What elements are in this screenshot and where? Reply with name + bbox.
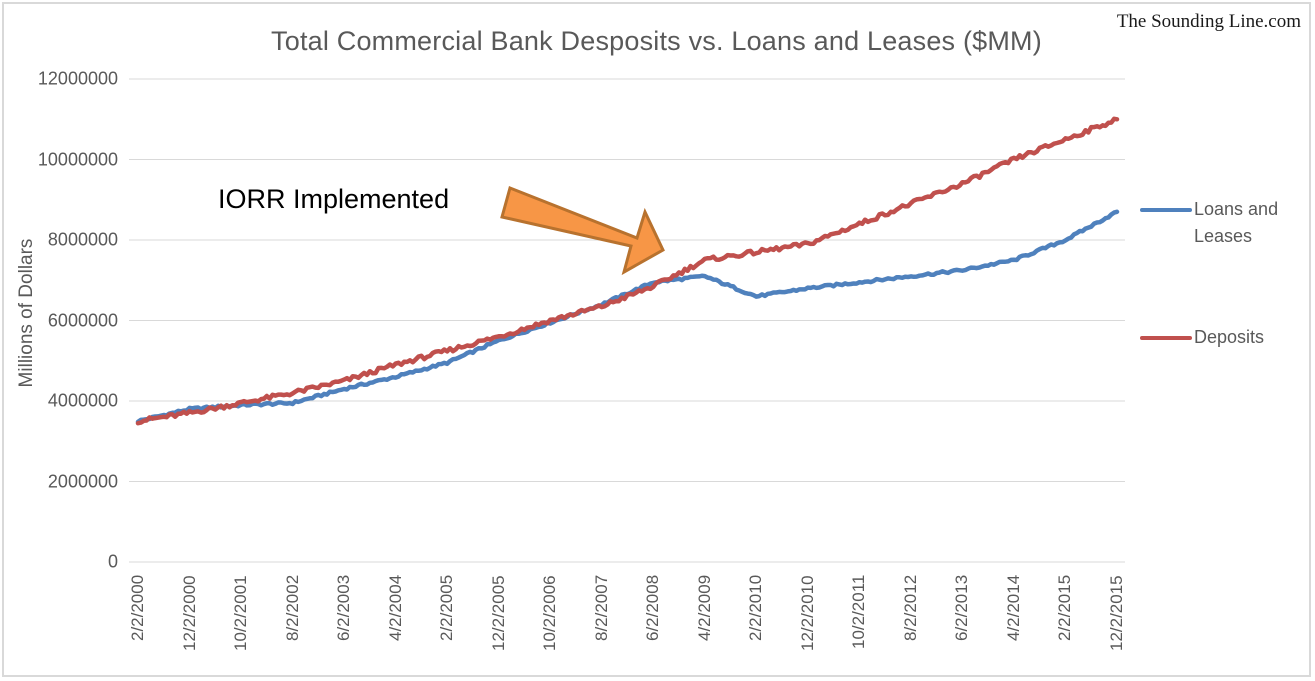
y-tick-label: 0 [107, 551, 118, 572]
y-tick-label: 10000000 [37, 149, 118, 169]
chart-title: Total Commercial Bank Desposits vs. Loan… [271, 26, 1042, 56]
legend-swatch-deposits [1140, 336, 1192, 340]
y-tick-label: 2000000 [47, 471, 118, 491]
y-tick-label: 4000000 [47, 390, 118, 411]
watermark: The Sounding Line.com [1116, 11, 1301, 32]
legend-label-deposits: Deposits [1194, 327, 1265, 347]
gridlines [129, 78, 1125, 563]
series-line-deposits [135, 116, 1120, 426]
legend-swatch-loans [1140, 208, 1192, 212]
legend-label-loans: Loans and Leases [1194, 199, 1279, 246]
y-tick-label: 12000000 [37, 68, 118, 89]
y-tick-label: 8000000 [47, 229, 118, 250]
series-lines [135, 116, 1120, 426]
annotation-iorr-label: IORR Implemented [218, 184, 450, 214]
y-tick-label: 6000000 [47, 310, 118, 330]
iorr-arrow-icon [500, 185, 665, 276]
